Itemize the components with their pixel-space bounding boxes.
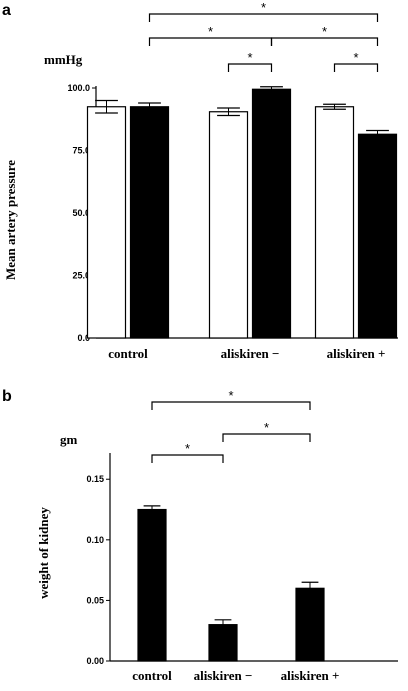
significance-star: * xyxy=(264,420,269,435)
y-tick-label: 50.0 xyxy=(72,208,90,218)
significance-star: * xyxy=(322,24,327,39)
significance-star: * xyxy=(247,50,252,65)
significance-star: * xyxy=(353,50,358,65)
y-tick-label: 0.00 xyxy=(86,656,104,666)
panel-a-letter: a xyxy=(2,2,11,19)
significance-bracket xyxy=(148,37,273,46)
y-tick-label: 100.0 xyxy=(67,83,90,93)
panel-a-chart: 0.0 25.0 50.0 75.0 100.0 control aliskiren − al… xyxy=(67,0,398,361)
significance-bracket xyxy=(151,401,311,410)
significance-star: * xyxy=(261,0,266,15)
panel-a-unit: mmHg xyxy=(44,52,83,67)
significance-star: * xyxy=(185,441,190,456)
y-tick-label: 0.0 xyxy=(77,333,90,343)
category-label: aliskiren − xyxy=(194,668,253,683)
y-tick-label: 0.05 xyxy=(86,595,104,605)
panel-a-ylabel: Mean artery pressure xyxy=(3,160,18,280)
category-label: aliskiren + xyxy=(327,346,386,361)
panel-b-ylabel: weight of kidney xyxy=(36,507,51,599)
panel-b-unit: gm xyxy=(60,432,78,447)
bar xyxy=(314,106,355,339)
category-label: control xyxy=(132,668,172,683)
panel-b-letter: b xyxy=(2,388,12,405)
bar xyxy=(86,106,127,339)
bar xyxy=(251,88,292,339)
panel-b-chart: 0.00 0.05 0.10 0.15 control aliskiren − aliski… xyxy=(86,388,398,683)
category-label: control xyxy=(108,346,148,361)
significance-bracket xyxy=(222,433,311,442)
significance-bracket xyxy=(148,13,379,22)
bar xyxy=(208,624,238,662)
category-label: aliskiren + xyxy=(281,668,340,683)
bar xyxy=(129,106,170,339)
bar xyxy=(208,111,249,339)
bar xyxy=(137,508,167,662)
y-tick-label: 75.0 xyxy=(72,146,90,156)
bar xyxy=(295,587,325,662)
y-tick-label: 25.0 xyxy=(72,271,90,281)
significance-bracket xyxy=(151,454,224,463)
y-tick-label: 0.15 xyxy=(86,474,104,484)
bar xyxy=(357,133,398,339)
significance-star: * xyxy=(228,388,233,403)
significance-bracket xyxy=(227,63,273,72)
category-label: aliskiren − xyxy=(221,346,280,361)
y-tick-label: 0.10 xyxy=(86,535,104,545)
significance-star: * xyxy=(208,24,213,39)
significance-bracket xyxy=(270,37,379,46)
significance-bracket xyxy=(333,63,379,72)
